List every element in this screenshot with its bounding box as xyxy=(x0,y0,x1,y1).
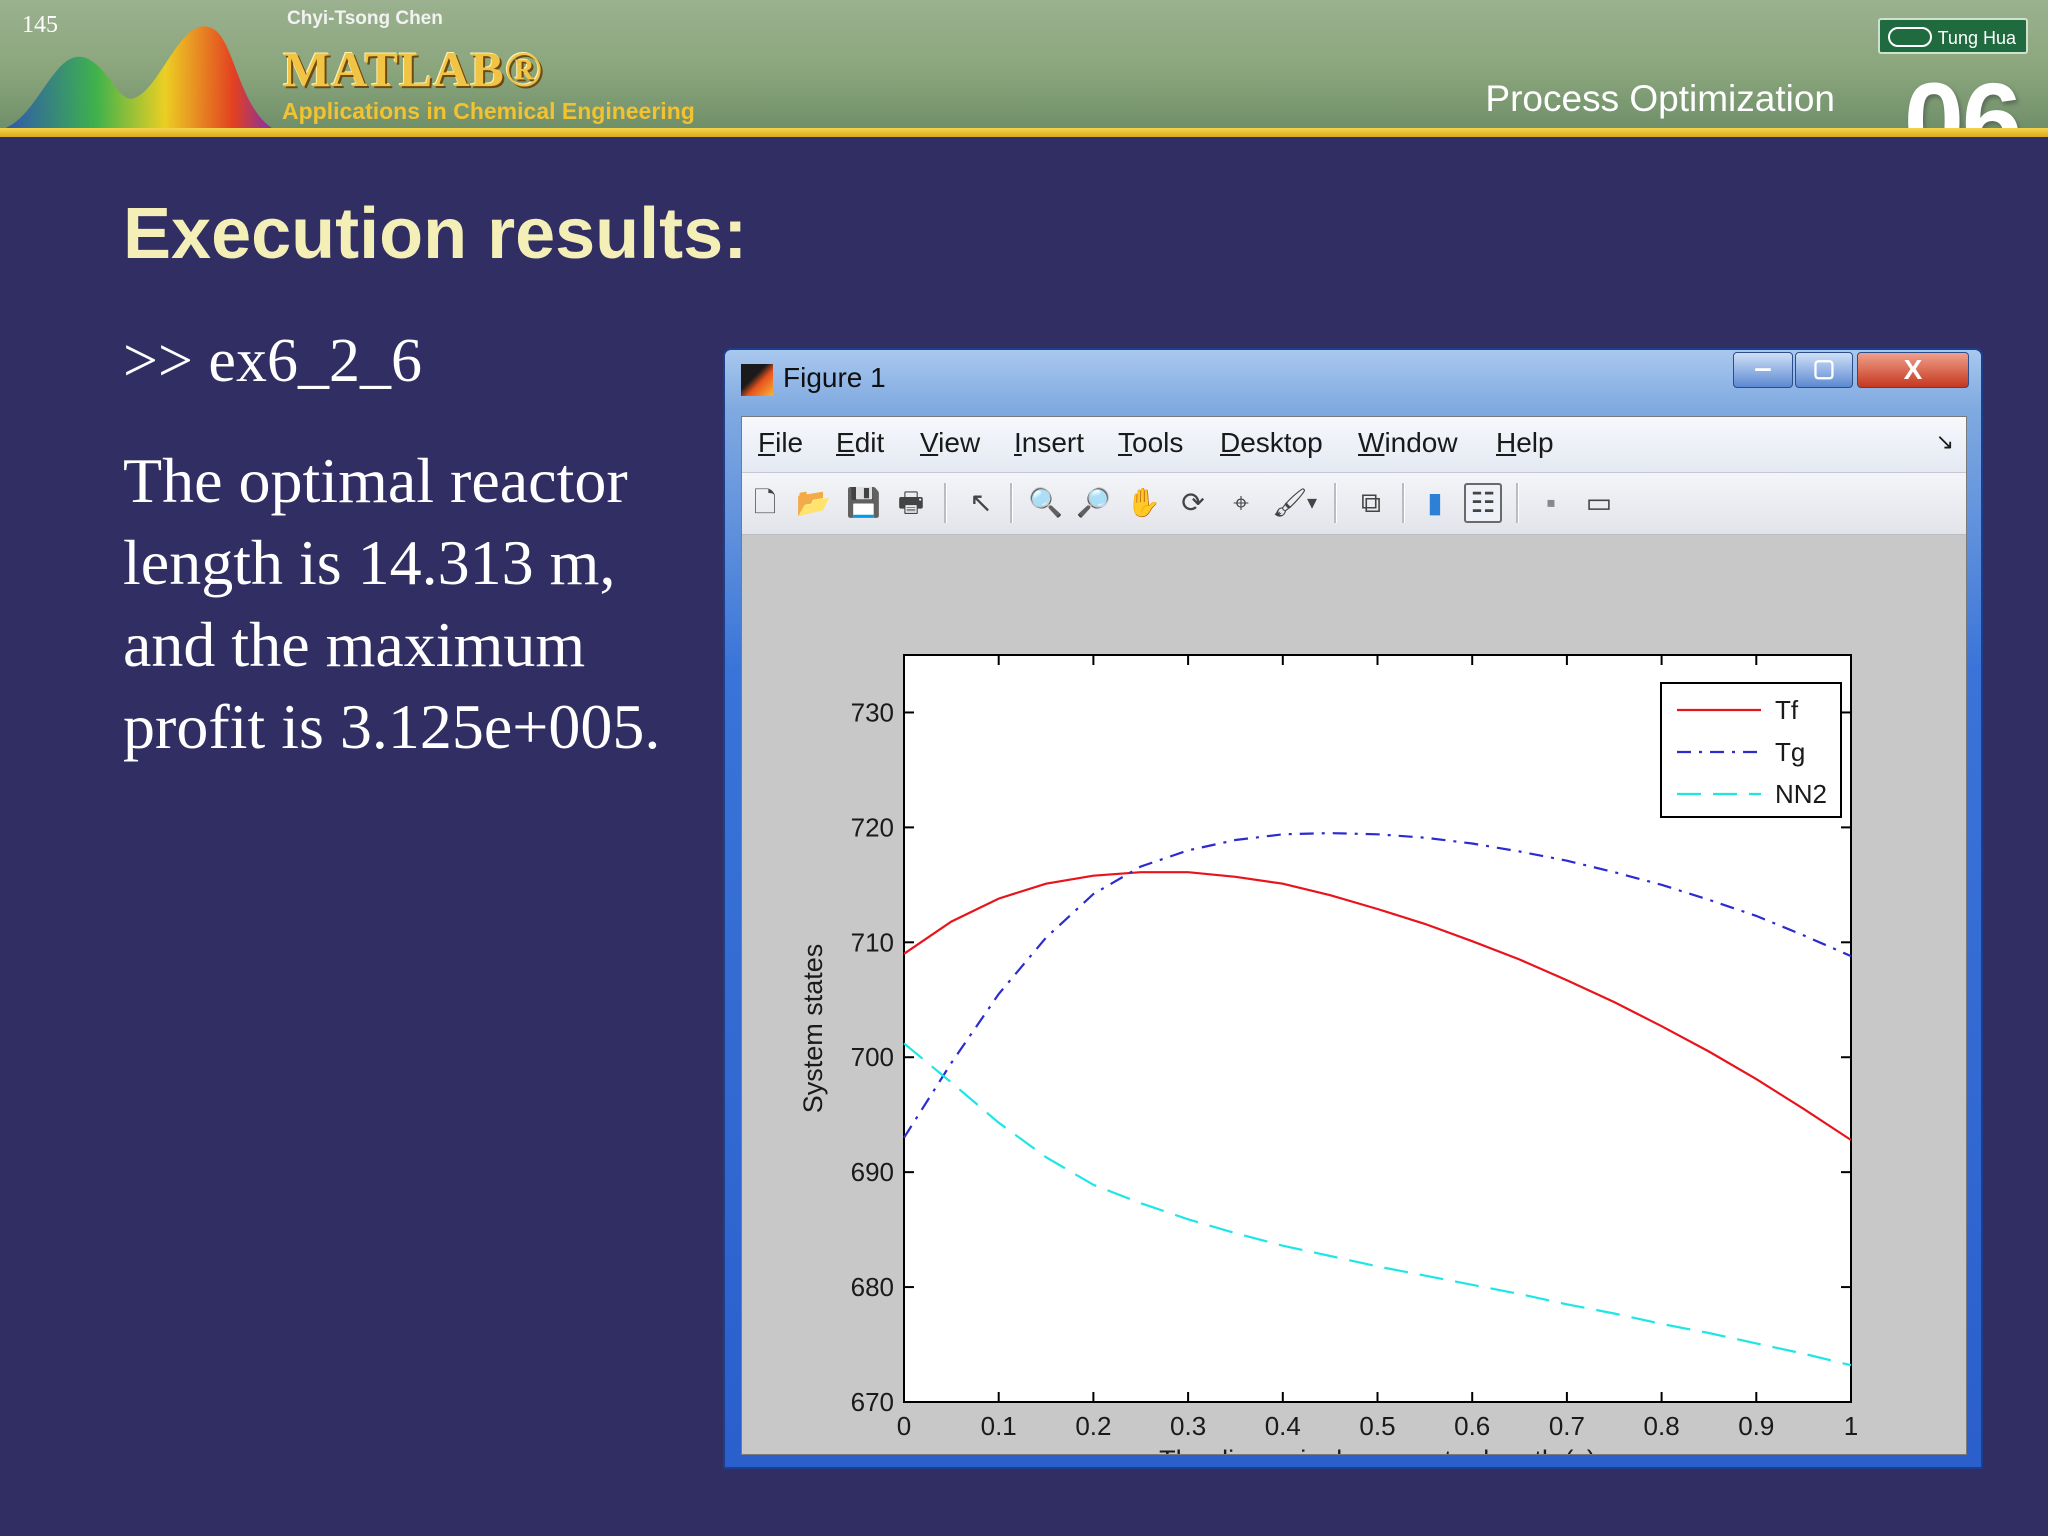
menu-help[interactable]: Help xyxy=(1496,427,1554,458)
zoom-in-icon[interactable]: 🔍 xyxy=(1028,487,1063,518)
publisher-badge: Tung Hua xyxy=(1878,18,2028,54)
menu-file[interactable]: File xyxy=(758,427,804,458)
menu-edit[interactable]: Edit xyxy=(836,427,885,458)
x-tick-label: 0 xyxy=(897,1411,911,1441)
new-figure-icon[interactable]: 🗋 xyxy=(753,487,777,518)
y-tick-label: 690 xyxy=(851,1157,894,1187)
x-tick-label: 0.8 xyxy=(1644,1411,1680,1441)
toolbar-separator xyxy=(1516,483,1519,523)
menu-window[interactable]: Window xyxy=(1358,427,1458,458)
command-line: >> ex6_2_6 xyxy=(123,327,422,395)
menu-tools[interactable]: Tools xyxy=(1118,427,1184,458)
series-line-tf xyxy=(903,871,1852,1141)
series-line-nn2 xyxy=(903,1042,1852,1367)
brush-icon[interactable]: 🖌 xyxy=(1272,487,1308,518)
matlab-logo-text: MATLAB® xyxy=(283,41,544,97)
zoom-out-icon[interactable]: 🔎 xyxy=(1076,487,1111,518)
show-plot-tools-icon[interactable]: ▭ xyxy=(1585,487,1613,518)
minimize-button[interactable]: ‒ xyxy=(1733,352,1793,388)
brush-dropdown-icon[interactable]: ▾ xyxy=(1306,492,1318,514)
toolbar-separator xyxy=(1010,483,1013,523)
dock-arrow-icon[interactable]: ↘ xyxy=(1935,429,1954,454)
hide-plot-tools-icon[interactable]: ▪ xyxy=(1546,487,1556,518)
figure-toolbar: 🗋 📂 💾 🖶 ↖ 🔍 🔎 ✋ ⟳ ⌖ 🖌 ▾ ⧉ ▮ ☷ ▪ ▭ xyxy=(742,473,1966,535)
link-plot-icon[interactable]: ⧉ xyxy=(1361,487,1381,518)
publisher-name: Tung Hua xyxy=(1937,28,2016,48)
section-title: Process Optimization xyxy=(1485,78,1835,119)
toolbar-separator xyxy=(1334,483,1337,523)
figure-window: Figure 1 ‒ ▢ X File Edit View Insert Too… xyxy=(723,348,1983,1469)
author-name: Chyi-Tsong Chen xyxy=(287,8,443,29)
print-icon[interactable]: 🖶 xyxy=(897,487,925,518)
toolbar-separator xyxy=(944,483,947,523)
slide-header: 145 Chyi-Tsong Chen MATLAB® Applications… xyxy=(0,0,2048,130)
y-tick-label: 720 xyxy=(851,812,894,842)
x-tick-label: 0.7 xyxy=(1549,1411,1585,1441)
publisher-logo-icon xyxy=(1888,27,1932,47)
x-tick-label: 0.4 xyxy=(1265,1411,1301,1441)
pan-hand-icon[interactable]: ✋ xyxy=(1126,487,1161,518)
x-tick-label: 0.9 xyxy=(1738,1411,1774,1441)
save-icon[interactable]: 💾 xyxy=(846,487,881,518)
chapter-number: 06 xyxy=(1903,60,2022,130)
x-axis-label: The dimensionless reactor length (z) xyxy=(1159,1445,1596,1454)
x-tick-label: 0.5 xyxy=(1359,1411,1395,1441)
window-title: Figure 1 xyxy=(783,362,886,393)
x-tick-label: 0.6 xyxy=(1454,1411,1490,1441)
open-file-icon[interactable]: 📂 xyxy=(796,487,831,518)
data-cursor-icon[interactable]: ⌖ xyxy=(1233,487,1249,518)
legend-icon[interactable]: ☷ xyxy=(1464,483,1502,523)
figure-client-area: File Edit View Insert Tools Desktop Wind… xyxy=(741,416,1967,1455)
result-text: The optimal reactor length is 14.313 m, … xyxy=(123,445,661,762)
menu-bar: File Edit View Insert Tools Desktop Wind… xyxy=(742,417,1966,473)
legend-label-nn2: NN2 xyxy=(1775,779,1827,809)
edit-plot-arrow-icon[interactable]: ↖ xyxy=(969,487,993,518)
y-tick-label: 710 xyxy=(851,927,894,957)
menu-desktop[interactable]: Desktop xyxy=(1220,427,1323,458)
slide-number: 145 xyxy=(22,12,58,38)
plot-area: 0 0.1 0.2 0.3 0.4 0.5 0.6 0.7 0.8 0.9 1 670 680 690 70… xyxy=(742,535,1966,1454)
maximize-button[interactable]: ▢ xyxy=(1795,352,1853,388)
y-tick-label: 680 xyxy=(851,1272,894,1302)
y-tick-label: 730 xyxy=(851,697,894,727)
y-tick-label: 670 xyxy=(851,1387,894,1417)
slide-heading: Execution results: xyxy=(123,194,748,274)
matlab-membrane-logo xyxy=(0,26,275,130)
legend-label-tg: Tg xyxy=(1775,737,1805,767)
legend-label-tf: Tf xyxy=(1775,695,1799,725)
y-axis-label: System states xyxy=(798,944,828,1114)
close-button[interactable]: X xyxy=(1857,352,1969,388)
matlab-figure-icon xyxy=(741,364,773,396)
colorbar-icon[interactable]: ▮ xyxy=(1427,487,1443,518)
x-tick-label: 0.3 xyxy=(1170,1411,1206,1441)
x-tick-label: 0.2 xyxy=(1075,1411,1111,1441)
rotate-3d-icon[interactable]: ⟳ xyxy=(1181,487,1205,518)
menu-view[interactable]: View xyxy=(920,427,981,458)
book-subtitle: Applications in Chemical Engineering xyxy=(282,98,695,124)
header-divider xyxy=(0,128,2048,137)
menu-insert[interactable]: Insert xyxy=(1014,427,1085,458)
x-tick-label: 1 xyxy=(1844,1411,1858,1441)
y-tick-label: 700 xyxy=(851,1042,894,1072)
line-chart[interactable]: 0 0.1 0.2 0.3 0.4 0.5 0.6 0.7 0.8 0.9 1 670 680 690 70… xyxy=(742,535,1966,1454)
x-tick-label: 0.1 xyxy=(981,1411,1017,1441)
toolbar-separator xyxy=(1402,483,1405,523)
series-line-tg xyxy=(903,831,1852,1139)
